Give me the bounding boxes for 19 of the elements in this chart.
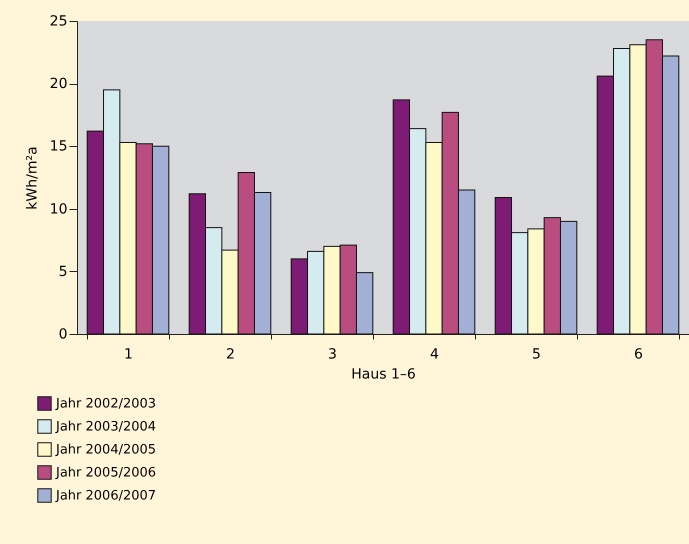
y-axis-title: kWh/m²a	[24, 146, 41, 210]
x-tick-label: 1	[124, 346, 133, 362]
legend-label: Jahr 2005/2006	[55, 466, 156, 480]
legend-label: Jahr 2002/2003	[55, 396, 156, 412]
y-tick-label: 5	[58, 264, 68, 280]
y-tick-label: 10	[50, 201, 68, 218]
y-tick-label: 20	[50, 76, 68, 92]
legend-label: Jahr 2006/2007	[55, 488, 156, 504]
x-tick-label: 2	[226, 346, 235, 362]
y-tick-label: 25	[50, 14, 68, 30]
legend-label: Jahr 2004/2005	[55, 442, 156, 458]
x-tick-label: 3	[328, 346, 337, 362]
y-tick-label: 15	[50, 138, 68, 155]
x-tick-label: 6	[634, 346, 644, 362]
x-tick-label: 5	[532, 346, 541, 362]
x-tick-label: 4	[430, 346, 440, 362]
y-tick-label: 0	[58, 326, 68, 342]
x-axis-title: Haus 1–6	[351, 366, 416, 382]
legend-label: Jahr 2003/2004	[55, 420, 156, 434]
